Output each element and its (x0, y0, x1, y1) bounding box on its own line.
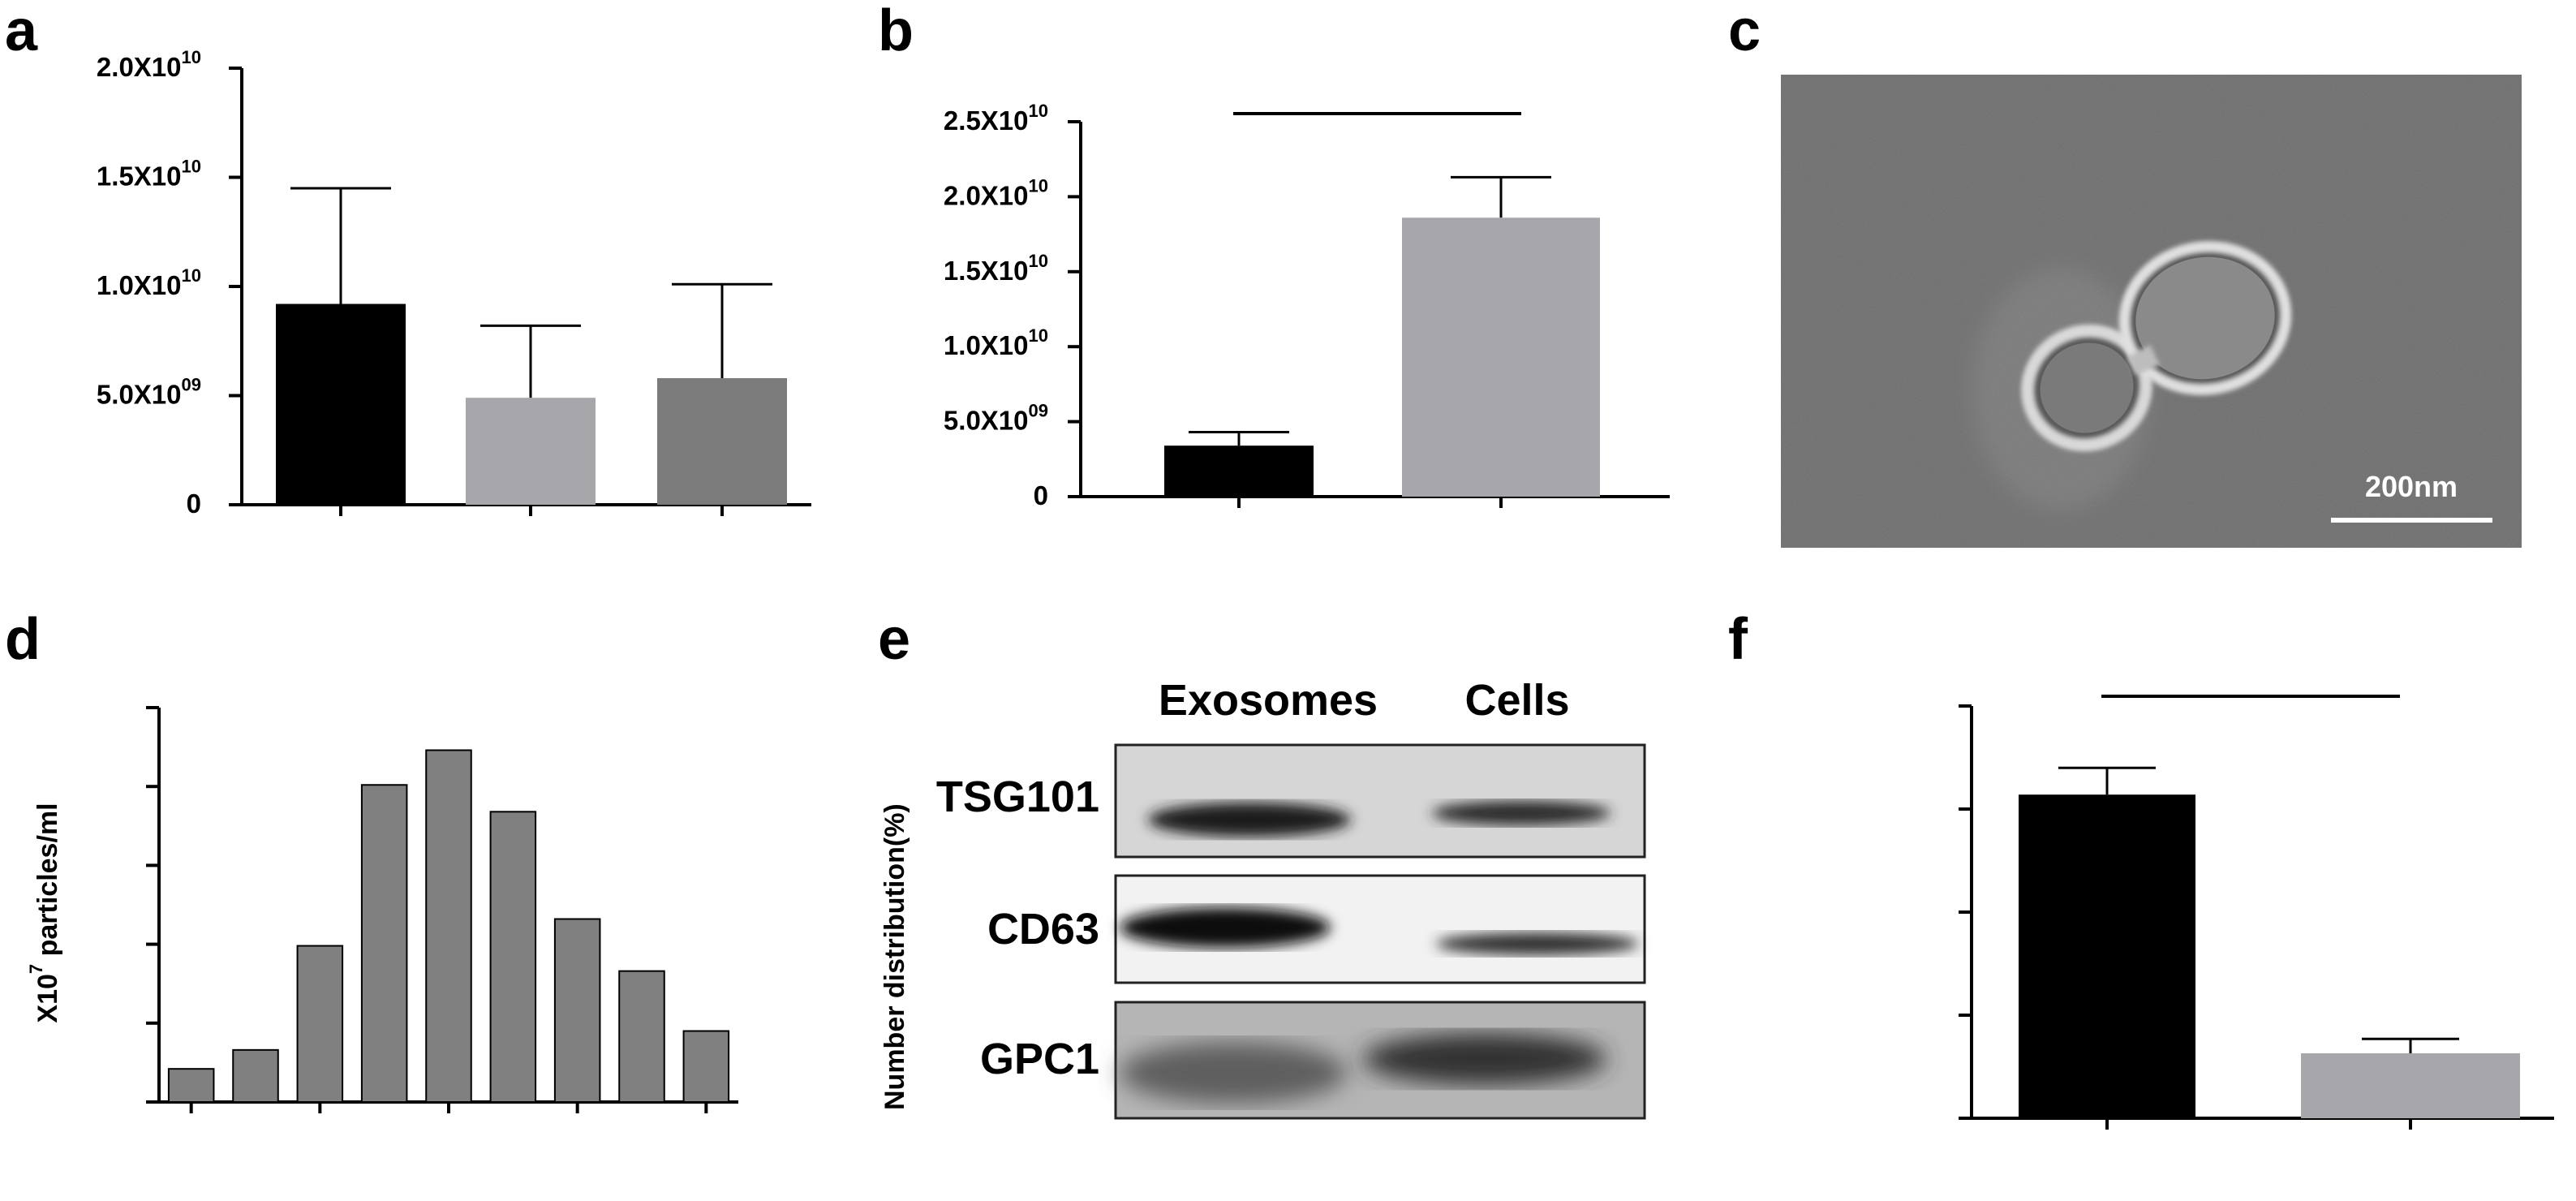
tem-micrograph: 200nm (1781, 75, 2522, 548)
bar (2019, 794, 2195, 1118)
vesicle-right (2118, 241, 2292, 395)
y-tick-label: 2.0X1010 (944, 175, 1048, 210)
histogram-bar (296, 945, 344, 1103)
y-tick-label-base: 5.0X10 (97, 380, 182, 410)
y-tick-label: 1.0X1010 (97, 265, 201, 300)
y-tick-label: 2.5X1010 (944, 101, 1048, 136)
y-tick-label-exp: 10 (182, 157, 201, 177)
y-tick-label-exp: 10 (1029, 175, 1048, 196)
y-tick-label: 0 (1034, 480, 1048, 510)
bar (466, 398, 596, 505)
y-tick-label-base: 1.0X10 (944, 330, 1029, 360)
bar (1402, 217, 1600, 497)
y-tick-label-exp: 09 (182, 375, 201, 395)
y-axis-label: X107 particles/ml (26, 803, 63, 1022)
y-axis-label-ylabel_exp: 7 (26, 964, 46, 974)
panel-letter-a: a (5, 0, 38, 63)
blot-row-cd63: CD63 (987, 905, 1099, 953)
y-tick-label: 5.0X1009 (97, 375, 201, 410)
blot-strip-gpc1 (1114, 1001, 1646, 1120)
histogram-bar (553, 918, 601, 1103)
y-tick-label-exp: 10 (182, 265, 201, 286)
blot-strip-cd63 (1114, 874, 1646, 984)
blot-strip-tsg101 (1114, 743, 1646, 859)
y-tick-label-base: 1.5X10 (944, 256, 1029, 286)
histogram-bar (425, 749, 472, 1103)
histogram-bar (360, 784, 408, 1103)
vesicle-left (2021, 324, 2152, 452)
chart-f (1959, 695, 2554, 1130)
y-tick-label: 2.0X1010 (97, 47, 201, 82)
bar (2301, 1052, 2520, 1118)
scale-bar-label: 200nm (2365, 470, 2458, 503)
histogram-bar (232, 1048, 279, 1104)
histogram-bar (489, 811, 537, 1104)
y-tick-label-base: 0 (187, 489, 201, 519)
western-blot: Number distribution(%) Exosomes Cells TS… (879, 676, 1646, 1120)
panel-letter-d: d (5, 607, 41, 672)
y-tick-label: 5.0X1009 (944, 401, 1048, 436)
y-tick-label-base: 1.5X10 (97, 161, 182, 192)
histogram-bar (167, 1068, 215, 1104)
y-tick-label-base: 2.0X10 (944, 180, 1029, 210)
blot-column-exosomes: Exosomes (1159, 676, 1378, 725)
blot-row-gpc1: GPC1 (980, 1035, 1099, 1083)
y-tick-label: 0 (187, 489, 201, 519)
chart-d: X107 particles/ml (26, 706, 738, 1113)
bar (657, 377, 787, 505)
y-tick-label-exp: 10 (1029, 251, 1048, 271)
y-tick-label-base: 2.5X10 (944, 105, 1029, 136)
panel-letter-f: f (1728, 607, 1748, 672)
blot-column-cells: Cells (1464, 676, 1569, 725)
blot-ylabel: Number distribution(%) (879, 803, 910, 1110)
y-tick-label-base: 0 (1034, 480, 1048, 510)
y-tick-label-base: 2.0X10 (97, 52, 182, 82)
panel-letter-c: c (1728, 0, 1761, 63)
y-tick-label-exp: 10 (182, 47, 201, 67)
y-tick-label-exp: 09 (1029, 401, 1048, 421)
y-tick-label: 1.5X1010 (97, 157, 201, 192)
chart-b: 05.0X10091.0X10101.5X10102.0X10102.5X101… (944, 101, 1670, 510)
bar (1164, 446, 1314, 497)
panel-letter-e: e (878, 607, 910, 672)
y-tick-label-base: 5.0X10 (944, 406, 1029, 436)
histogram-bar (618, 970, 665, 1103)
y-axis-label-ylabel_rest: particles/ml (32, 803, 63, 963)
y-tick-label: 1.0X1010 (944, 325, 1048, 360)
bar (276, 303, 406, 505)
panel-letter-b: b (878, 0, 914, 63)
y-tick-label-base: 1.0X10 (97, 270, 182, 300)
y-axis-label-ylabel_base: X10 (32, 974, 63, 1023)
y-tick-label-exp: 10 (1029, 325, 1048, 346)
histogram-bar (682, 1030, 730, 1104)
y-tick-label-exp: 10 (1029, 101, 1048, 121)
blot-row-tsg101: TSG101 (936, 773, 1099, 821)
y-tick-label: 1.5X1010 (944, 251, 1048, 286)
